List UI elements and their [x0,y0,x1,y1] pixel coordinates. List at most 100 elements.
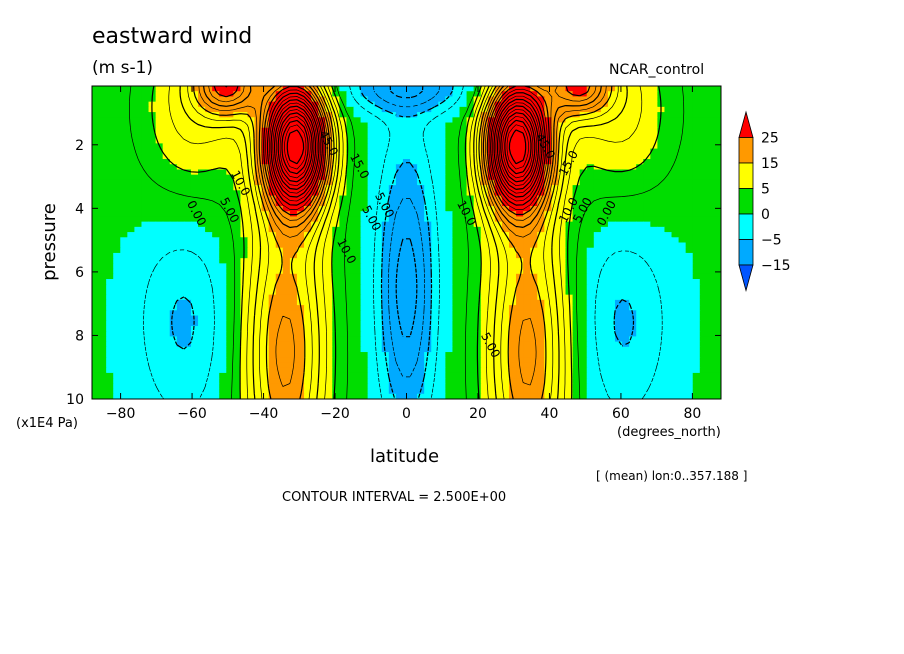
field-cell [586,279,595,285]
field-cell [367,127,376,134]
field-cell [127,132,136,139]
field-cell [636,362,644,369]
field-cell [459,190,468,197]
field-cell [311,174,319,181]
field-cell [402,127,411,134]
field-cell [346,132,355,139]
field-cell [537,143,545,150]
field-cell [198,226,206,233]
field-cell [438,273,446,280]
field-cell [692,117,701,124]
field-cell [360,86,369,92]
field-cell [671,247,680,254]
field-cell [558,101,567,108]
field-cell [268,341,277,348]
field-cell [176,357,185,364]
field-cell [579,226,588,233]
field-cell [155,153,164,160]
field-cell [346,268,355,275]
field-cell [226,216,234,223]
field-cell [226,237,234,244]
field-cell [275,367,284,374]
field-cell [501,294,510,301]
field-cell [212,232,220,238]
field-cell [176,331,185,337]
field-cell [445,331,454,337]
field-cell [113,164,121,171]
field-cell [99,211,107,218]
field-cell [424,372,432,379]
field-cell [487,86,496,92]
field-cell [395,211,404,218]
field-cell [395,117,404,124]
field-cell [636,216,644,223]
field-cell [537,91,545,98]
field-cell [678,346,687,353]
field-cell [699,242,708,249]
field-cell [459,101,468,108]
field-cell [381,232,390,238]
field-cell [134,153,143,160]
field-cell [240,211,249,218]
field-cell [169,294,178,301]
field-cell [120,346,128,353]
field-cell [233,138,242,144]
field-cell [402,367,411,374]
field-cell [565,101,574,108]
field-cell [537,362,545,369]
field-cell [699,205,708,212]
field-cell [551,336,560,343]
field-cell [650,153,658,160]
field-cell [198,263,206,270]
field-cell [247,148,256,155]
field-cell [190,86,199,92]
field-cell [311,247,319,254]
field-cell [579,362,588,369]
field-cell [155,247,164,254]
field-cell [388,205,397,212]
field-cell [537,232,545,238]
field-cell [452,331,461,337]
field-cell [254,205,263,212]
field-cell [113,117,121,124]
field-cell [431,247,439,254]
field-cell [643,211,651,218]
field-cell [480,247,489,254]
field-cell [713,106,721,113]
field-cell [176,258,185,264]
field-cell [699,263,708,270]
field-cell [636,91,644,98]
field-cell [367,263,376,270]
field-cell [106,273,114,280]
field-cell [289,341,298,348]
field-cell [134,205,143,212]
field-cell [600,127,609,134]
field-cell [445,205,454,212]
field-cell [205,284,213,291]
field-cell [183,179,192,186]
field-cell [622,122,630,129]
field-cell [169,310,178,317]
field-cell [544,211,552,218]
field-cell [629,190,637,197]
field-cell [636,232,644,238]
field-cell [607,169,616,176]
field-cell [247,96,256,103]
field-cell [275,341,284,348]
field-cell [692,101,701,108]
field-cell [141,247,150,254]
field-cell [678,159,687,165]
field-cell [162,96,171,103]
field-cell [466,237,475,244]
field-cell [233,127,242,134]
field-cell [190,164,199,171]
field-cell [544,148,552,155]
field-cell [268,232,277,238]
field-cell [289,247,298,254]
field-cell [424,132,432,139]
field-cell [141,164,150,171]
field-cell [332,284,340,291]
field-cell [254,263,263,270]
field-cell [374,242,383,249]
field-cell [692,143,701,150]
